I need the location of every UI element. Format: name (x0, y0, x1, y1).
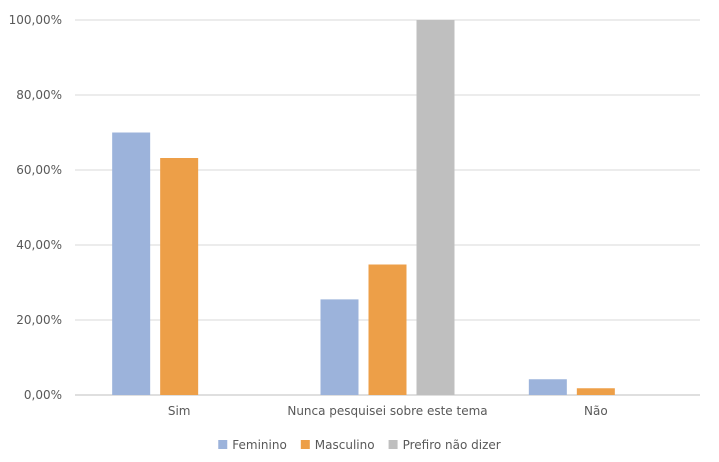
bar-feminino-2 (320, 299, 359, 395)
legend-swatch (388, 440, 398, 449)
category-label: Não (584, 404, 608, 418)
bar-feminino-1 (112, 132, 151, 395)
category-label: Nunca pesquisei sobre este tema (287, 404, 487, 418)
legend-swatch (300, 440, 310, 449)
y-tick-label: 0,00% (24, 388, 62, 402)
legend-swatch (218, 440, 228, 449)
category-label: Sim (168, 404, 191, 418)
legend-label: Feminino (232, 438, 287, 452)
bar-masculino-2 (368, 264, 407, 395)
bar-masculino-1 (160, 158, 199, 395)
bar-feminino-3 (528, 379, 567, 395)
y-tick-label: 60,00% (16, 163, 62, 177)
y-tick-label: 80,00% (16, 88, 62, 102)
y-tick-label: 20,00% (16, 313, 62, 327)
y-tick-label: 40,00% (16, 238, 62, 252)
bar-masculino-3 (576, 388, 615, 395)
y-tick-label: 100,00% (9, 13, 62, 27)
legend-label: Masculino (315, 438, 375, 452)
bar-prefiro-n-o-dizer-2 (416, 20, 455, 395)
legend-label: Prefiro não dizer (403, 438, 501, 452)
legend: Feminino Masculino Prefiro não dizer (218, 438, 501, 452)
